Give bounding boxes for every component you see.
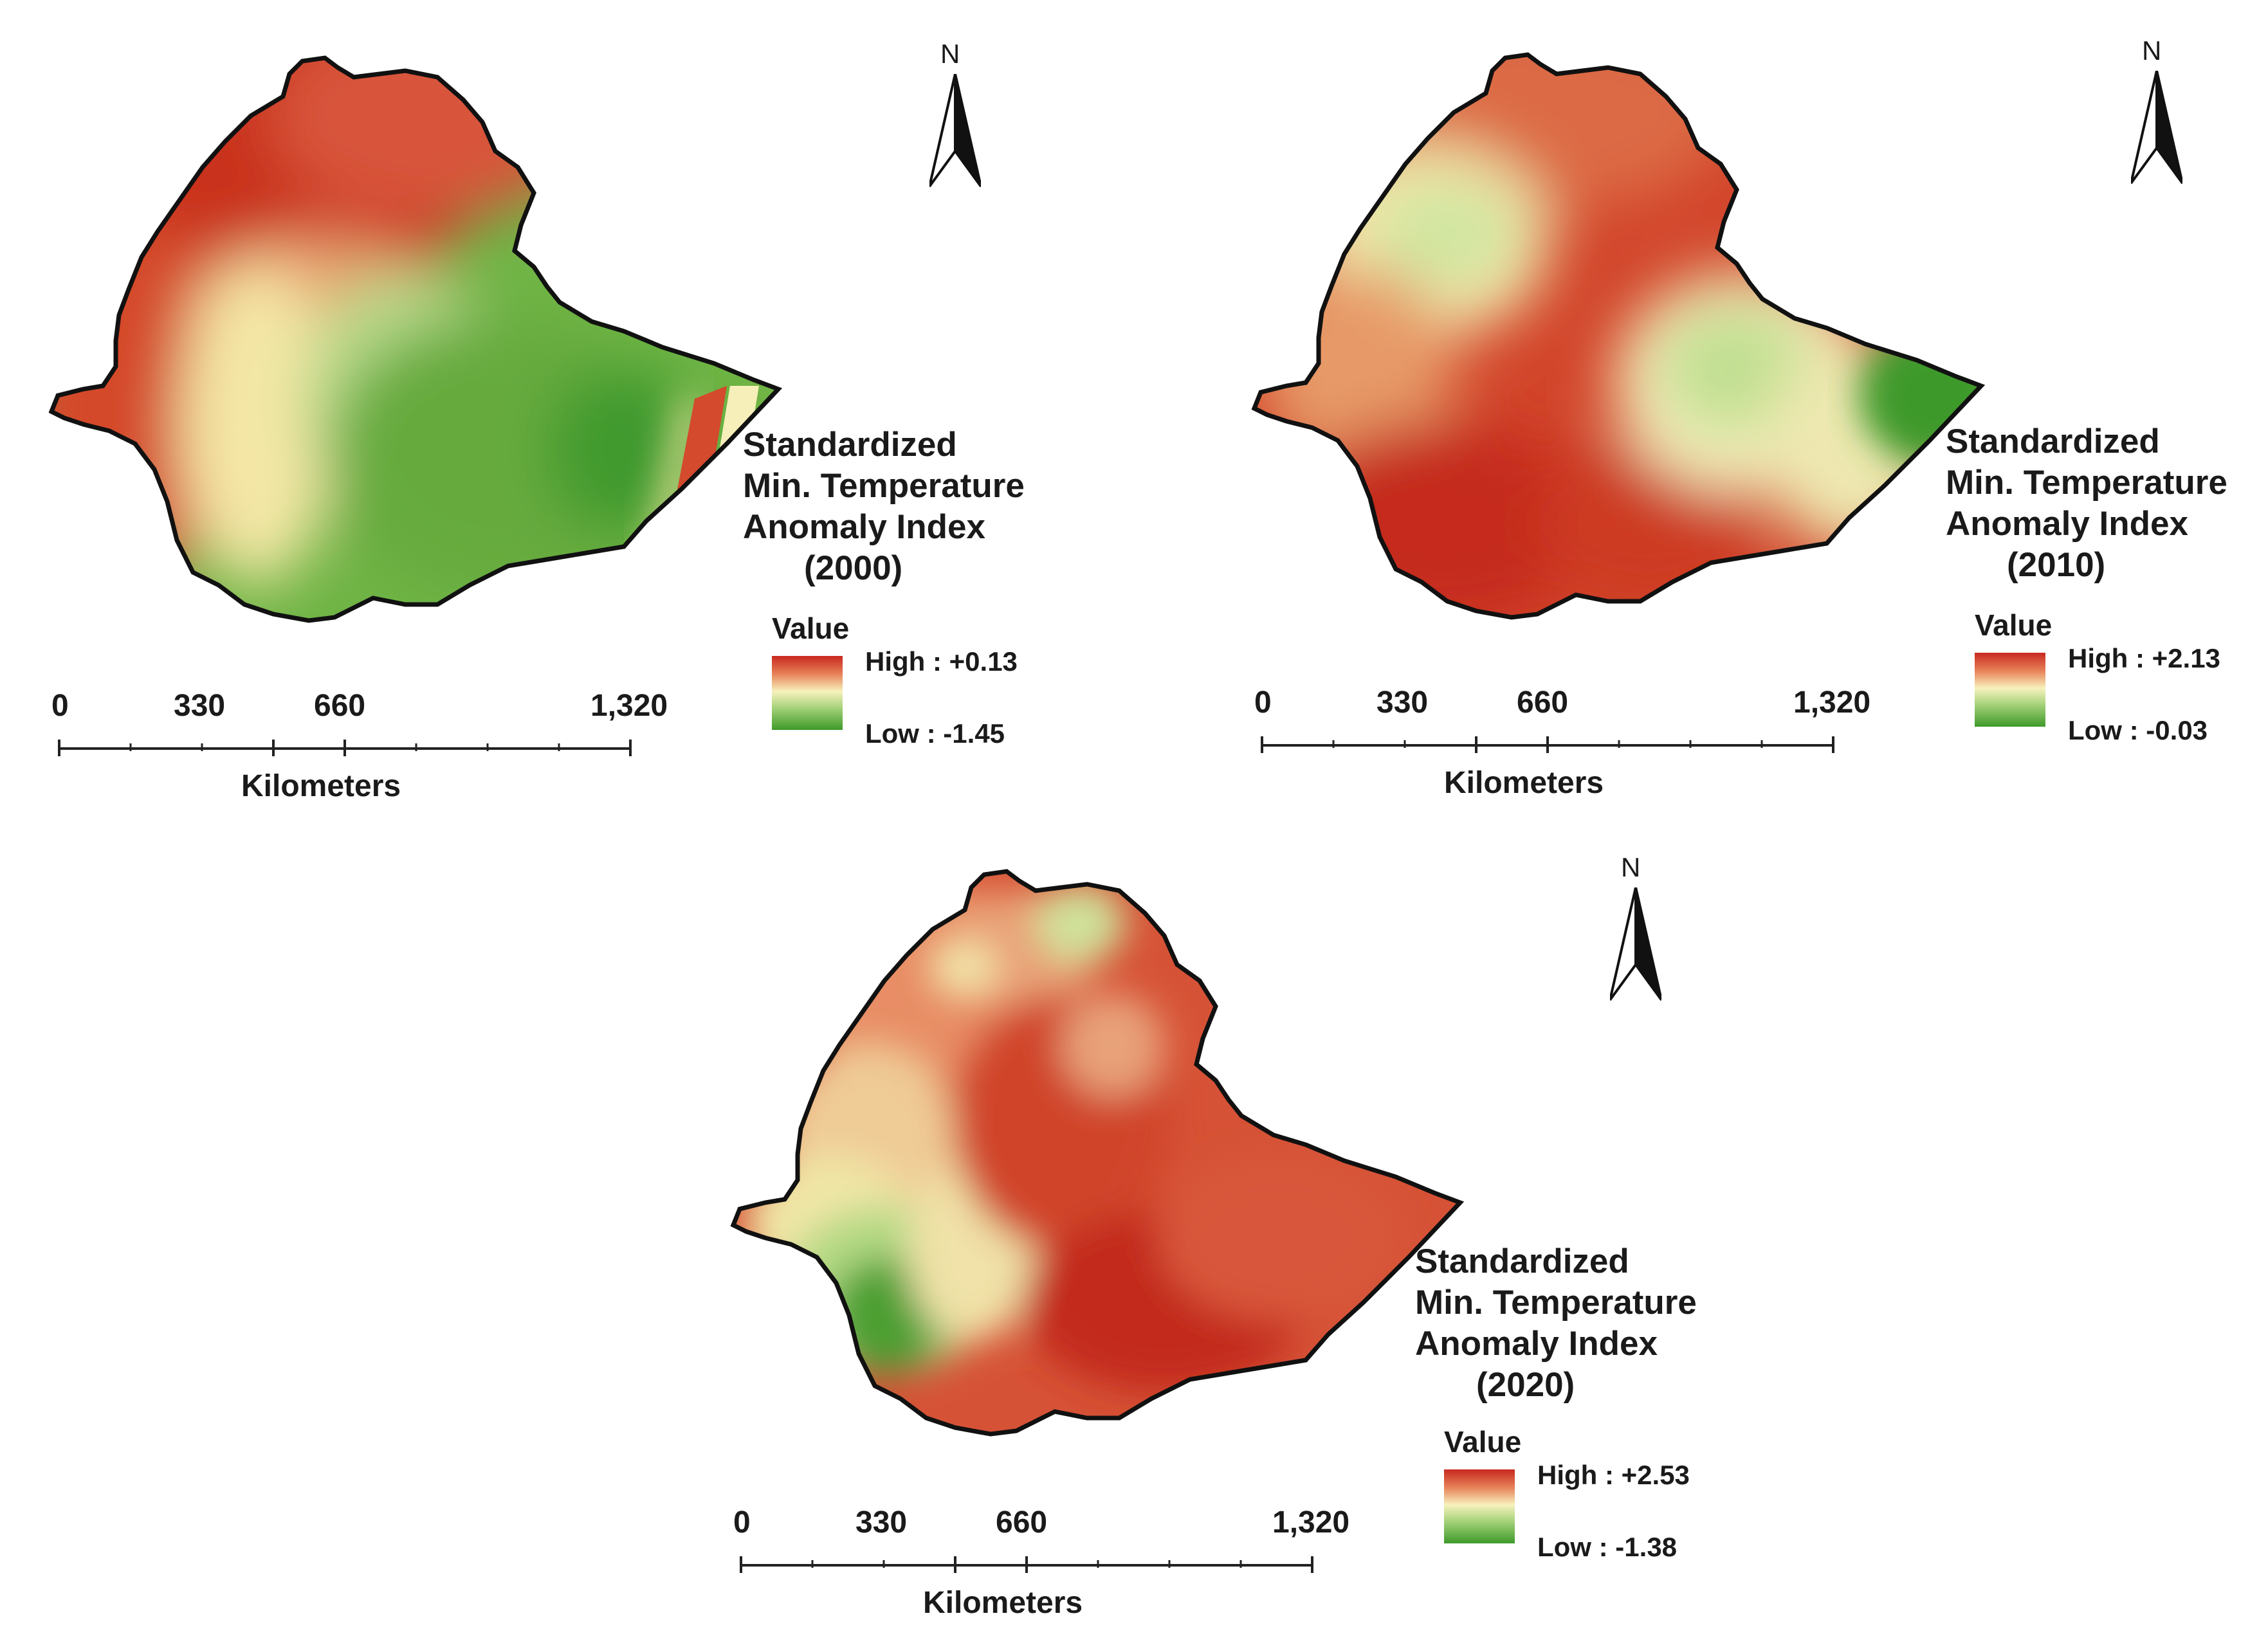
scale-bar: 0 330 660 1,320 Kilometers	[45, 688, 701, 817]
scale-tick-660: 660	[1517, 686, 1569, 720]
legend-low-label: Low : -1.45	[865, 718, 1005, 749]
legend-color-ramp	[1444, 1469, 1515, 1543]
legend-title-line-3: Anomaly Index	[1415, 1325, 1658, 1363]
legend-title: Standardized Min. Temperature Anomaly In…	[1415, 1241, 1697, 1406]
map-panel-2000: N Standardized Min. Temperature Anomaly …	[45, 39, 1139, 830]
map-panel-2020: N Standardized Min. Temperature Anomaly …	[727, 852, 1820, 1633]
scale-bar: 0 330 660 1,320 Kilometers	[727, 1505, 1383, 1633]
scale-tick-0: 0	[733, 1505, 751, 1540]
map-ethiopia-2020	[727, 852, 1467, 1444]
legend-color-ramp	[772, 656, 843, 730]
scale-tick-330: 330	[855, 1505, 908, 1540]
scale-tick-0: 0	[51, 689, 69, 723]
legend-title-line-2: Min. Temperature	[743, 467, 1025, 505]
legend-high-label: High : +0.13	[865, 646, 1018, 677]
scale-tick-660: 660	[996, 1505, 1048, 1540]
map-ethiopia-2010	[1248, 35, 1988, 627]
legend-title-line-1: Standardized	[1946, 423, 2160, 460]
scale-tick-330: 330	[1376, 686, 1429, 720]
scale-tick-1320: 1,320	[1793, 686, 1871, 720]
scale-unit-label: Kilometers	[241, 769, 401, 803]
legend-high-label: High : +2.13	[2068, 643, 2220, 673]
legend-title: Standardized Min. Temperature Anomaly In…	[743, 424, 1025, 589]
scale-bar-line	[58, 740, 632, 756]
north-arrow-label: N	[940, 39, 960, 69]
scale-bar-line	[740, 1556, 1313, 1573]
legend-title-line-2: Min. Temperature	[1415, 1284, 1697, 1322]
scale-bar-line	[1261, 736, 1834, 753]
legend-value-label: Value	[1444, 1425, 1522, 1459]
legend-low-label: Low : -0.03	[2068, 715, 2208, 745]
legend-value-label: Value	[1975, 608, 2053, 642]
map-ethiopia-2000	[45, 39, 785, 630]
scale-tick-330: 330	[174, 689, 226, 723]
north-arrow-label: N	[1621, 852, 1641, 882]
scale-unit-label: Kilometers	[1444, 766, 1604, 800]
legend-title-line-1: Standardized	[1415, 1242, 1629, 1280]
legend-title: Standardized Min. Temperature Anomaly In…	[1946, 421, 2227, 586]
legend-value-label: Value	[772, 612, 850, 645]
scale-tick-1320: 1,320	[590, 689, 668, 723]
north-arrow-icon	[929, 74, 981, 188]
legend-title-line-2: Min. Temperature	[1946, 464, 2227, 502]
legend-title-line-3: Anomaly Index	[743, 508, 985, 546]
legend-title-year: (2000)	[804, 549, 903, 587]
legend-title-line-1: Standardized	[743, 426, 957, 464]
scale-bar: 0 330 660 1,320 Kilometers	[1248, 685, 1904, 813]
legend-title-year: (2020)	[1476, 1366, 1575, 1404]
scale-unit-label: Kilometers	[923, 1586, 1083, 1620]
map-panel-2010: N Standardized Min. Temperature Anomaly …	[1248, 35, 2264, 826]
north-arrow-label: N	[2142, 35, 2162, 66]
legend-low-label: Low : -1.38	[1537, 1532, 1678, 1562]
scale-tick-0: 0	[1254, 686, 1272, 720]
north-arrow-icon	[2131, 71, 2182, 185]
scale-tick-660: 660	[314, 689, 366, 723]
north-arrow-icon	[1610, 887, 1661, 1001]
legend-color-ramp	[1975, 653, 2045, 727]
scale-tick-1320: 1,320	[1272, 1505, 1350, 1540]
legend-high-label: High : +2.53	[1537, 1460, 1690, 1490]
legend-title-line-3: Anomaly Index	[1946, 505, 2188, 543]
legend-title-year: (2010)	[2007, 546, 2106, 584]
